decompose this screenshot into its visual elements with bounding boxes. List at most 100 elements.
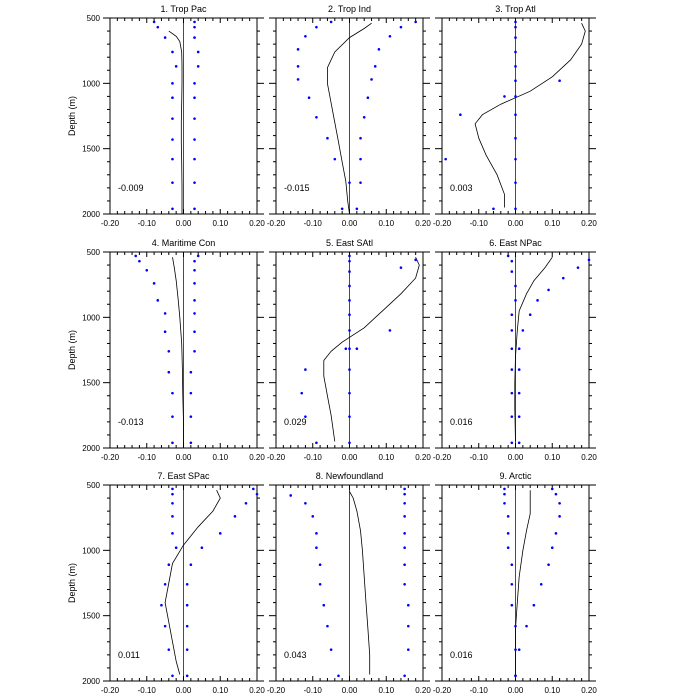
data-point [503, 492, 506, 496]
x-tick-label: -0.10 [138, 219, 157, 228]
y-tick-label: 1500 [82, 612, 100, 621]
data-point [407, 624, 410, 628]
data-point [510, 270, 514, 273]
x-tick-label: 0.20 [249, 219, 265, 228]
data-point [510, 347, 514, 350]
data-point [185, 674, 189, 678]
x-tick-label: 0.20 [581, 686, 597, 695]
data-point [558, 501, 561, 505]
x-tick-label: 0.00 [176, 219, 192, 228]
data-point [514, 674, 517, 678]
data-point [296, 65, 300, 68]
data-point [514, 95, 517, 98]
data-point [189, 391, 193, 395]
data-point [160, 603, 163, 607]
data-point [304, 34, 307, 38]
data-point [525, 624, 528, 628]
y-tick-label: 1000 [82, 313, 100, 322]
y-tick-label: 2000 [82, 677, 100, 686]
data-point [171, 515, 174, 518]
data-point [304, 501, 307, 505]
data-point [193, 117, 196, 120]
data-point [171, 50, 174, 54]
data-point [388, 329, 392, 332]
data-point [355, 347, 359, 350]
y-tick-label: 1500 [82, 145, 100, 154]
x-tick-label: 0.00 [508, 219, 524, 228]
data-point [510, 583, 514, 586]
x-tick-label: 0.00 [342, 219, 358, 228]
data-point [510, 563, 514, 567]
data-point [171, 487, 174, 491]
data-point [514, 136, 517, 140]
data-point [185, 624, 189, 628]
data-point [167, 648, 171, 651]
x-tick-label: -0.20 [101, 219, 120, 228]
data-point [174, 546, 178, 550]
data-point [517, 648, 521, 651]
data-point [193, 20, 196, 24]
data-point [359, 181, 362, 184]
data-point [193, 36, 196, 39]
data-point [510, 313, 514, 317]
x-tick-label: 0.10 [212, 453, 228, 462]
data-point [156, 25, 160, 29]
data-point [444, 157, 447, 161]
data-point [171, 96, 174, 100]
x-tick-label: 0.20 [415, 686, 431, 695]
data-point [403, 501, 406, 505]
data-point [359, 157, 362, 161]
y-axis-label: Depth (m) [67, 563, 77, 603]
data-point [304, 415, 307, 418]
x-tick-label: 0.20 [415, 453, 431, 462]
x-tick-label: 0.00 [176, 686, 192, 695]
data-point [163, 624, 167, 628]
data-point [300, 391, 304, 395]
data-point [193, 299, 196, 302]
data-point [348, 284, 351, 288]
profile-curve [164, 490, 221, 675]
panel-title: 8. Newfoundland [316, 471, 384, 481]
data-point [296, 48, 300, 51]
data-point [152, 20, 156, 24]
data-point [156, 299, 160, 302]
data-point [517, 347, 521, 350]
x-tick-label: 0.00 [508, 453, 524, 462]
data-point [403, 532, 406, 535]
data-point [514, 36, 517, 39]
panel-8: 8. Newfoundland -0.20 -0.10 0.00 0.10 0.20 0.0… [267, 471, 431, 695]
data-point [554, 492, 558, 496]
profile-curve [327, 22, 372, 215]
x-tick-label: 0.00 [508, 686, 524, 695]
x-tick-label: 0.20 [249, 453, 265, 462]
profile-curve [515, 490, 531, 675]
data-point [506, 254, 510, 258]
data-point [558, 515, 561, 518]
data-point [200, 546, 204, 550]
data-point [510, 391, 514, 395]
data-point [152, 282, 156, 285]
data-point [576, 266, 580, 269]
data-point [348, 368, 351, 371]
data-point [244, 501, 248, 505]
x-tick-label: -0.10 [304, 686, 323, 695]
x-tick-label: 0.00 [342, 453, 358, 462]
data-point [315, 116, 318, 119]
data-point [163, 330, 167, 334]
data-point [185, 648, 189, 651]
data-point [510, 329, 514, 332]
data-point [506, 546, 510, 550]
data-point [348, 391, 351, 395]
data-point [171, 181, 174, 184]
data-point [193, 350, 196, 353]
data-point [233, 515, 237, 518]
data-point [492, 207, 495, 211]
panel-value-label: 0.043 [284, 650, 307, 660]
data-point [315, 532, 318, 535]
data-point [414, 20, 417, 24]
data-point [145, 268, 149, 272]
data-point [333, 157, 337, 161]
profile-curve [474, 23, 586, 208]
data-point [510, 603, 514, 607]
